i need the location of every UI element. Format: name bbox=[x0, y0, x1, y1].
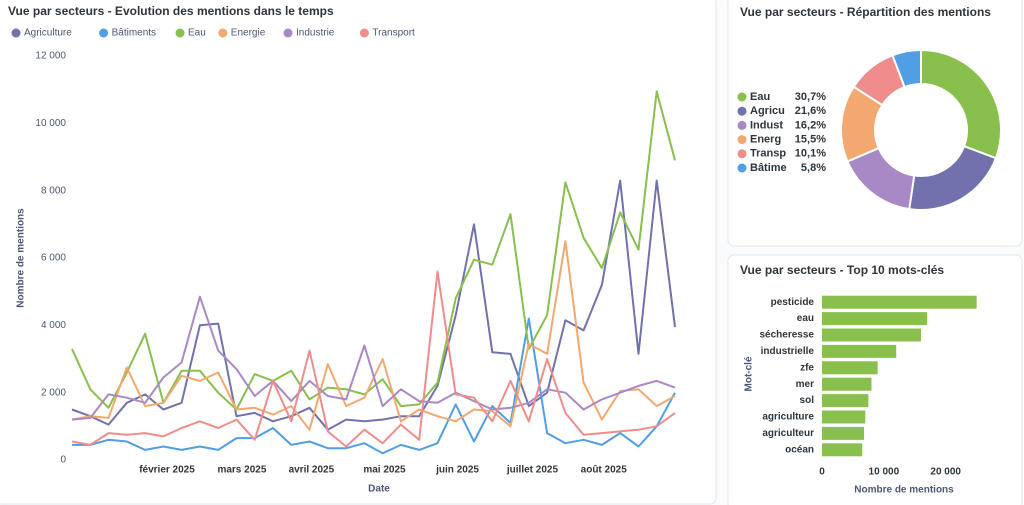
legend-value: 10,1% bbox=[795, 148, 826, 160]
pie-slice bbox=[920, 48, 1002, 160]
legend-label: Transp bbox=[750, 148, 786, 160]
y-tick-label: 12 000 bbox=[35, 51, 66, 62]
legend-label: Bâtiments bbox=[112, 28, 156, 39]
x-tick-label: février 2025 bbox=[139, 465, 195, 476]
legend-value: 5,8% bbox=[801, 162, 826, 174]
y-tick-label: zfe bbox=[800, 362, 814, 373]
y-tick-label: 10 000 bbox=[35, 118, 66, 129]
x-tick-label: mai 2025 bbox=[363, 465, 406, 476]
legend-swatch bbox=[737, 92, 747, 102]
legend-value: 15,5% bbox=[795, 134, 826, 146]
legend-swatch bbox=[99, 28, 109, 38]
legend-swatch bbox=[283, 28, 293, 38]
x-tick-label: août 2025 bbox=[581, 465, 628, 476]
series-line bbox=[71, 90, 676, 411]
series-line bbox=[71, 179, 676, 431]
series-line bbox=[71, 295, 676, 421]
bar bbox=[822, 410, 866, 424]
x-axis-title: Nombre de mentions bbox=[854, 485, 954, 496]
legend-label: Industrie bbox=[296, 28, 335, 39]
legend-swatch bbox=[218, 28, 228, 38]
chart-title: Vue par secteurs - Répartition des menti… bbox=[740, 5, 991, 19]
legend-value: 16,2% bbox=[795, 119, 826, 131]
bar bbox=[822, 443, 863, 457]
card bbox=[727, 254, 1023, 505]
y-tick-label: agriculteur bbox=[762, 428, 814, 439]
y-tick-label: sécheresse bbox=[760, 330, 815, 341]
legend-label: Transport bbox=[372, 28, 415, 39]
legend-swatch bbox=[737, 163, 747, 173]
legend-label: Agricu bbox=[750, 105, 785, 117]
legend-swatch bbox=[11, 28, 21, 38]
y-axis-title: Mot-clé bbox=[744, 356, 755, 391]
y-tick-label: 2 000 bbox=[41, 387, 66, 398]
x-tick-label: 20 000 bbox=[930, 467, 961, 478]
y-tick-label: 8 000 bbox=[41, 185, 66, 196]
y-tick-label: industrielle bbox=[761, 346, 815, 357]
bar bbox=[822, 312, 928, 326]
x-tick-label: juillet 2025 bbox=[506, 465, 559, 476]
legend-label: Eau bbox=[188, 28, 206, 39]
legend-swatch bbox=[175, 28, 185, 38]
legend-value: 30,7% bbox=[795, 91, 826, 103]
y-tick-label: sol bbox=[800, 395, 815, 406]
x-tick-label: juin 2025 bbox=[435, 465, 479, 476]
legend-label: Agriculture bbox=[24, 28, 72, 39]
series-line bbox=[72, 317, 676, 455]
legend-label: Eau bbox=[750, 91, 770, 103]
y-tick-label: océan bbox=[785, 444, 814, 455]
legend-label: Energie bbox=[231, 28, 266, 39]
x-axis-title: Date bbox=[368, 484, 390, 495]
legend-swatch bbox=[737, 106, 747, 116]
bar bbox=[822, 377, 872, 391]
y-tick-label: 4 000 bbox=[41, 320, 66, 331]
series-line bbox=[71, 270, 676, 448]
bar bbox=[822, 426, 865, 440]
chart-title: Vue par secteurs - Evolution des mention… bbox=[8, 4, 334, 18]
x-tick-label: 10 000 bbox=[869, 467, 900, 478]
legend-swatch bbox=[737, 149, 747, 159]
y-tick-label: 0 bbox=[60, 455, 66, 466]
x-tick-label: 0 bbox=[819, 467, 825, 478]
y-tick-label: mer bbox=[796, 379, 814, 390]
bar bbox=[822, 394, 869, 408]
bar bbox=[822, 328, 921, 342]
y-tick-label: agriculture bbox=[762, 412, 814, 423]
bar bbox=[822, 295, 977, 309]
y-tick-label: eau bbox=[797, 313, 814, 324]
y-tick-label: pesticide bbox=[771, 297, 815, 308]
legend-swatch bbox=[359, 28, 369, 38]
legend-label: Energ bbox=[750, 134, 781, 146]
legend-value: 21,6% bbox=[795, 105, 826, 117]
y-tick-label: 6 000 bbox=[41, 253, 66, 264]
y-axis-title: Nombre de mentions bbox=[16, 208, 27, 308]
chart-title: Vue par secteurs - Top 10 mots-clés bbox=[740, 263, 944, 277]
legend-swatch bbox=[737, 120, 747, 130]
legend-label: Indust bbox=[750, 119, 783, 131]
legend-swatch bbox=[737, 135, 747, 145]
legend-label: Bâtime bbox=[750, 162, 787, 174]
pie-slice bbox=[891, 48, 922, 89]
x-tick-label: avril 2025 bbox=[289, 465, 335, 476]
x-tick-label: mars 2025 bbox=[217, 465, 266, 476]
bar bbox=[822, 361, 878, 375]
bar bbox=[822, 344, 897, 358]
